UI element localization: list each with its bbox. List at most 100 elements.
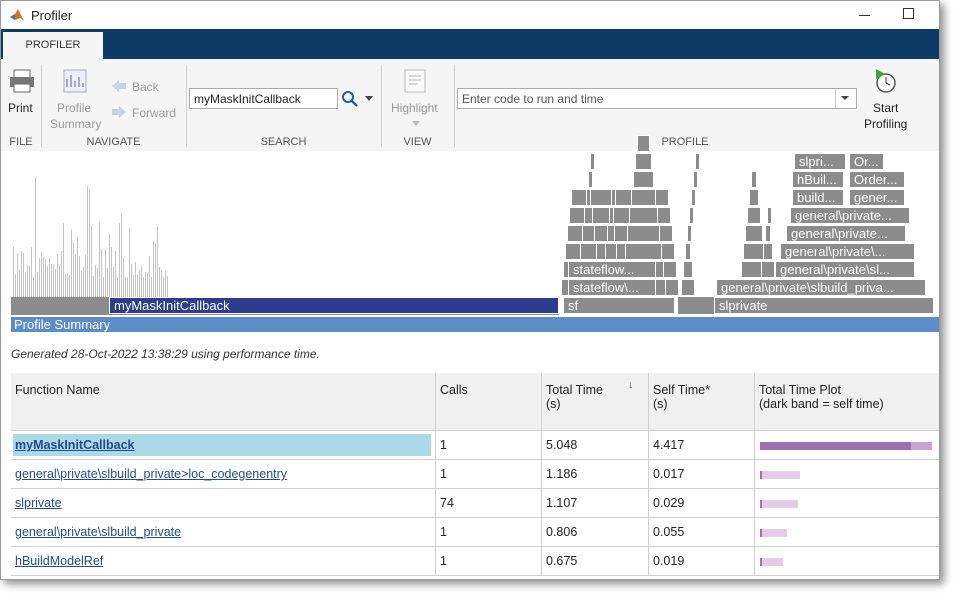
search-input[interactable]: myMaskInitCallback <box>189 88 338 109</box>
flame-bar <box>37 272 38 297</box>
table-cell: 0.029 <box>649 489 755 518</box>
flame-frame[interactable]: stateflow... <box>568 261 656 278</box>
maximize-button[interactable] <box>903 8 914 19</box>
flame-bar <box>633 171 654 188</box>
flame-bar <box>145 272 146 297</box>
flame-frame[interactable]: general\private... <box>790 207 910 224</box>
forward-icon <box>111 105 127 119</box>
flame-frame[interactable]: sf <box>563 297 675 314</box>
flame-bar <box>55 269 56 297</box>
flame-bar <box>590 153 595 170</box>
flame-bar <box>153 241 154 297</box>
minimize-button[interactable] <box>859 15 870 16</box>
back-icon <box>111 79 127 93</box>
code-input[interactable]: Enter code to run and time <box>457 88 857 109</box>
print-button[interactable]: Print <box>8 101 33 115</box>
column-header[interactable]: Self Time*(s) <box>649 373 755 431</box>
flame-bar <box>49 258 50 297</box>
column-header-text: Self Time* <box>653 383 750 397</box>
column-header[interactable]: Function Name <box>11 373 436 431</box>
table-cell: 4.417 <box>649 431 755 460</box>
flame-frame[interactable]: build... <box>792 189 844 206</box>
function-link[interactable]: slprivate <box>15 496 431 510</box>
flame-bar <box>31 247 32 297</box>
flame-frame[interactable]: slpri... <box>794 153 846 170</box>
flame-bar <box>681 279 695 296</box>
flame-bar <box>107 268 108 297</box>
flame-bar <box>167 276 168 297</box>
flame-bar <box>39 258 40 297</box>
flame-bar <box>627 225 660 242</box>
column-header-text: (s) <box>653 397 750 411</box>
flame-graph: myMaskInitCallbacksf slprivate stateflow\.… <box>1 151 939 316</box>
flame-bar <box>63 223 64 297</box>
flame-bar <box>157 227 158 297</box>
table-value: 1 <box>440 525 537 539</box>
start-profiling-button[interactable]: Profiling <box>864 117 907 131</box>
table-value: 1.107 <box>546 496 644 510</box>
flame-frame[interactable]: stateflow\... <box>568 279 656 296</box>
section-label: PROFILE <box>454 136 916 148</box>
forward-button[interactable]: Forward <box>132 106 176 120</box>
function-link[interactable]: general\private\slbuild_private>loc_code… <box>15 467 431 481</box>
self-time-band <box>760 471 762 479</box>
flame-bar <box>113 267 114 297</box>
flame-frame[interactable]: myMaskInitCallback <box>109 297 559 314</box>
flame-frame[interactable]: general\private\slbuild_priva... <box>716 279 926 296</box>
flame-bar <box>637 135 650 152</box>
flame-bar <box>635 153 652 170</box>
back-button[interactable]: Back <box>132 80 159 94</box>
table-cell: 1 <box>436 547 542 576</box>
flame-frame[interactable]: general\private\... <box>780 243 915 260</box>
function-link[interactable]: myMaskInitCallback <box>13 434 431 456</box>
highlight-icon <box>404 69 426 93</box>
self-time-band <box>760 558 762 566</box>
flame-bar <box>97 268 98 297</box>
table-cell: general\private\slbuild_private>loc_code… <box>11 460 436 489</box>
profile-summary-button[interactable]: Summary <box>50 117 101 131</box>
highlight-dropdown[interactable] <box>412 121 420 126</box>
flame-bar <box>163 277 164 297</box>
start-profiling-button[interactable]: Start <box>873 101 898 115</box>
total-time-bar <box>760 529 787 537</box>
tab-strip <box>1 29 939 59</box>
flame-bar <box>45 259 46 297</box>
flame-frame[interactable]: hBuil... <box>792 171 844 188</box>
flame-bar <box>151 277 152 297</box>
flame-bar <box>27 265 28 297</box>
flame-bar <box>767 207 772 224</box>
flame-frame[interactable]: slprivate <box>714 297 934 314</box>
flame-frame[interactable]: Or... <box>849 153 884 170</box>
tab[interactable]: PROFILER <box>3 32 103 59</box>
flame-bar <box>678 297 714 314</box>
function-link[interactable]: hBuildModelRef <box>15 554 431 568</box>
flame-bar <box>159 267 160 297</box>
code-dropdown[interactable] <box>835 89 856 108</box>
highlight-button[interactable]: Highlight <box>391 101 438 115</box>
profile-summary-button[interactable]: Profile <box>57 101 91 115</box>
flame-bar <box>125 277 126 297</box>
search-icon[interactable] <box>341 90 359 108</box>
flame-bar <box>79 256 80 297</box>
flame-bar <box>605 243 617 260</box>
table-cell: general\private\slbuild_private <box>11 518 436 547</box>
section-divider <box>186 65 187 147</box>
summary-header: Profile Summary <box>11 317 940 332</box>
flame-frame[interactable]: general\private\sl... <box>775 261 915 278</box>
column-header[interactable]: Calls <box>436 373 542 431</box>
search-dropdown[interactable] <box>365 96 374 102</box>
flame-bar <box>749 189 759 206</box>
flame-frame[interactable]: gener... <box>849 189 905 206</box>
table-cell <box>755 518 940 547</box>
flame-bar <box>81 271 82 297</box>
self-time-band <box>760 442 911 450</box>
flame-frame[interactable]: Order... <box>849 171 905 188</box>
flame-frame[interactable]: general\private... <box>786 225 906 242</box>
flame-bar <box>133 275 134 297</box>
flame-bar <box>33 277 34 297</box>
column-header[interactable]: Total Time Plot(dark band = self time) <box>755 373 940 431</box>
self-time-band <box>760 500 762 508</box>
function-link[interactable]: general\private\slbuild_private <box>15 525 431 539</box>
table-value: 0.017 <box>653 467 750 481</box>
flame-bar <box>763 243 773 260</box>
